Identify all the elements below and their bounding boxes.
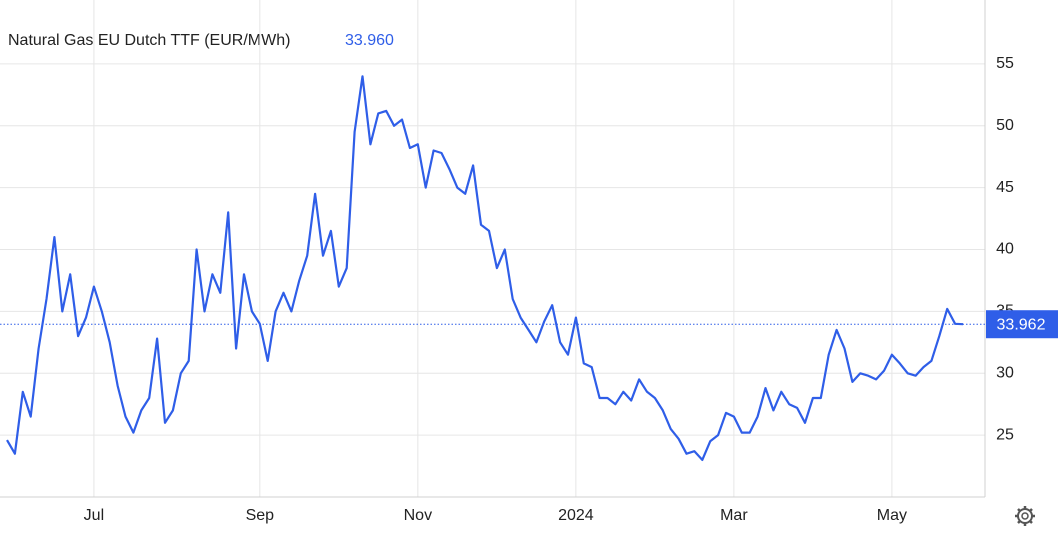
title-price: 33.960: [345, 32, 394, 49]
x-tick-label: Sep: [246, 507, 275, 524]
y-tick-label: 25: [996, 426, 1014, 443]
y-tick-label: 55: [996, 55, 1014, 72]
settings-icon[interactable]: [1015, 506, 1035, 526]
last-price-box: [986, 310, 1058, 339]
chart-title: Natural Gas EU Dutch TTF (EUR/MWh): [8, 32, 290, 49]
grid: [0, 0, 985, 497]
x-tick-label: Jul: [84, 507, 104, 524]
y-tick-label: 40: [996, 241, 1014, 258]
y-tick-label: 50: [996, 117, 1014, 134]
x-tick-label: Mar: [720, 507, 748, 524]
y-tick-label: 30: [996, 364, 1014, 381]
x-tick-label: May: [877, 507, 907, 524]
gear-hub: [1021, 512, 1029, 520]
last-price-label: 33.962: [997, 316, 1046, 333]
x-tick-label: 2024: [558, 507, 594, 524]
gear-teeth: [1015, 506, 1035, 526]
price-line: [6, 75, 964, 461]
y-tick-label: 45: [996, 179, 1014, 196]
x-tick-label: Nov: [404, 507, 432, 524]
